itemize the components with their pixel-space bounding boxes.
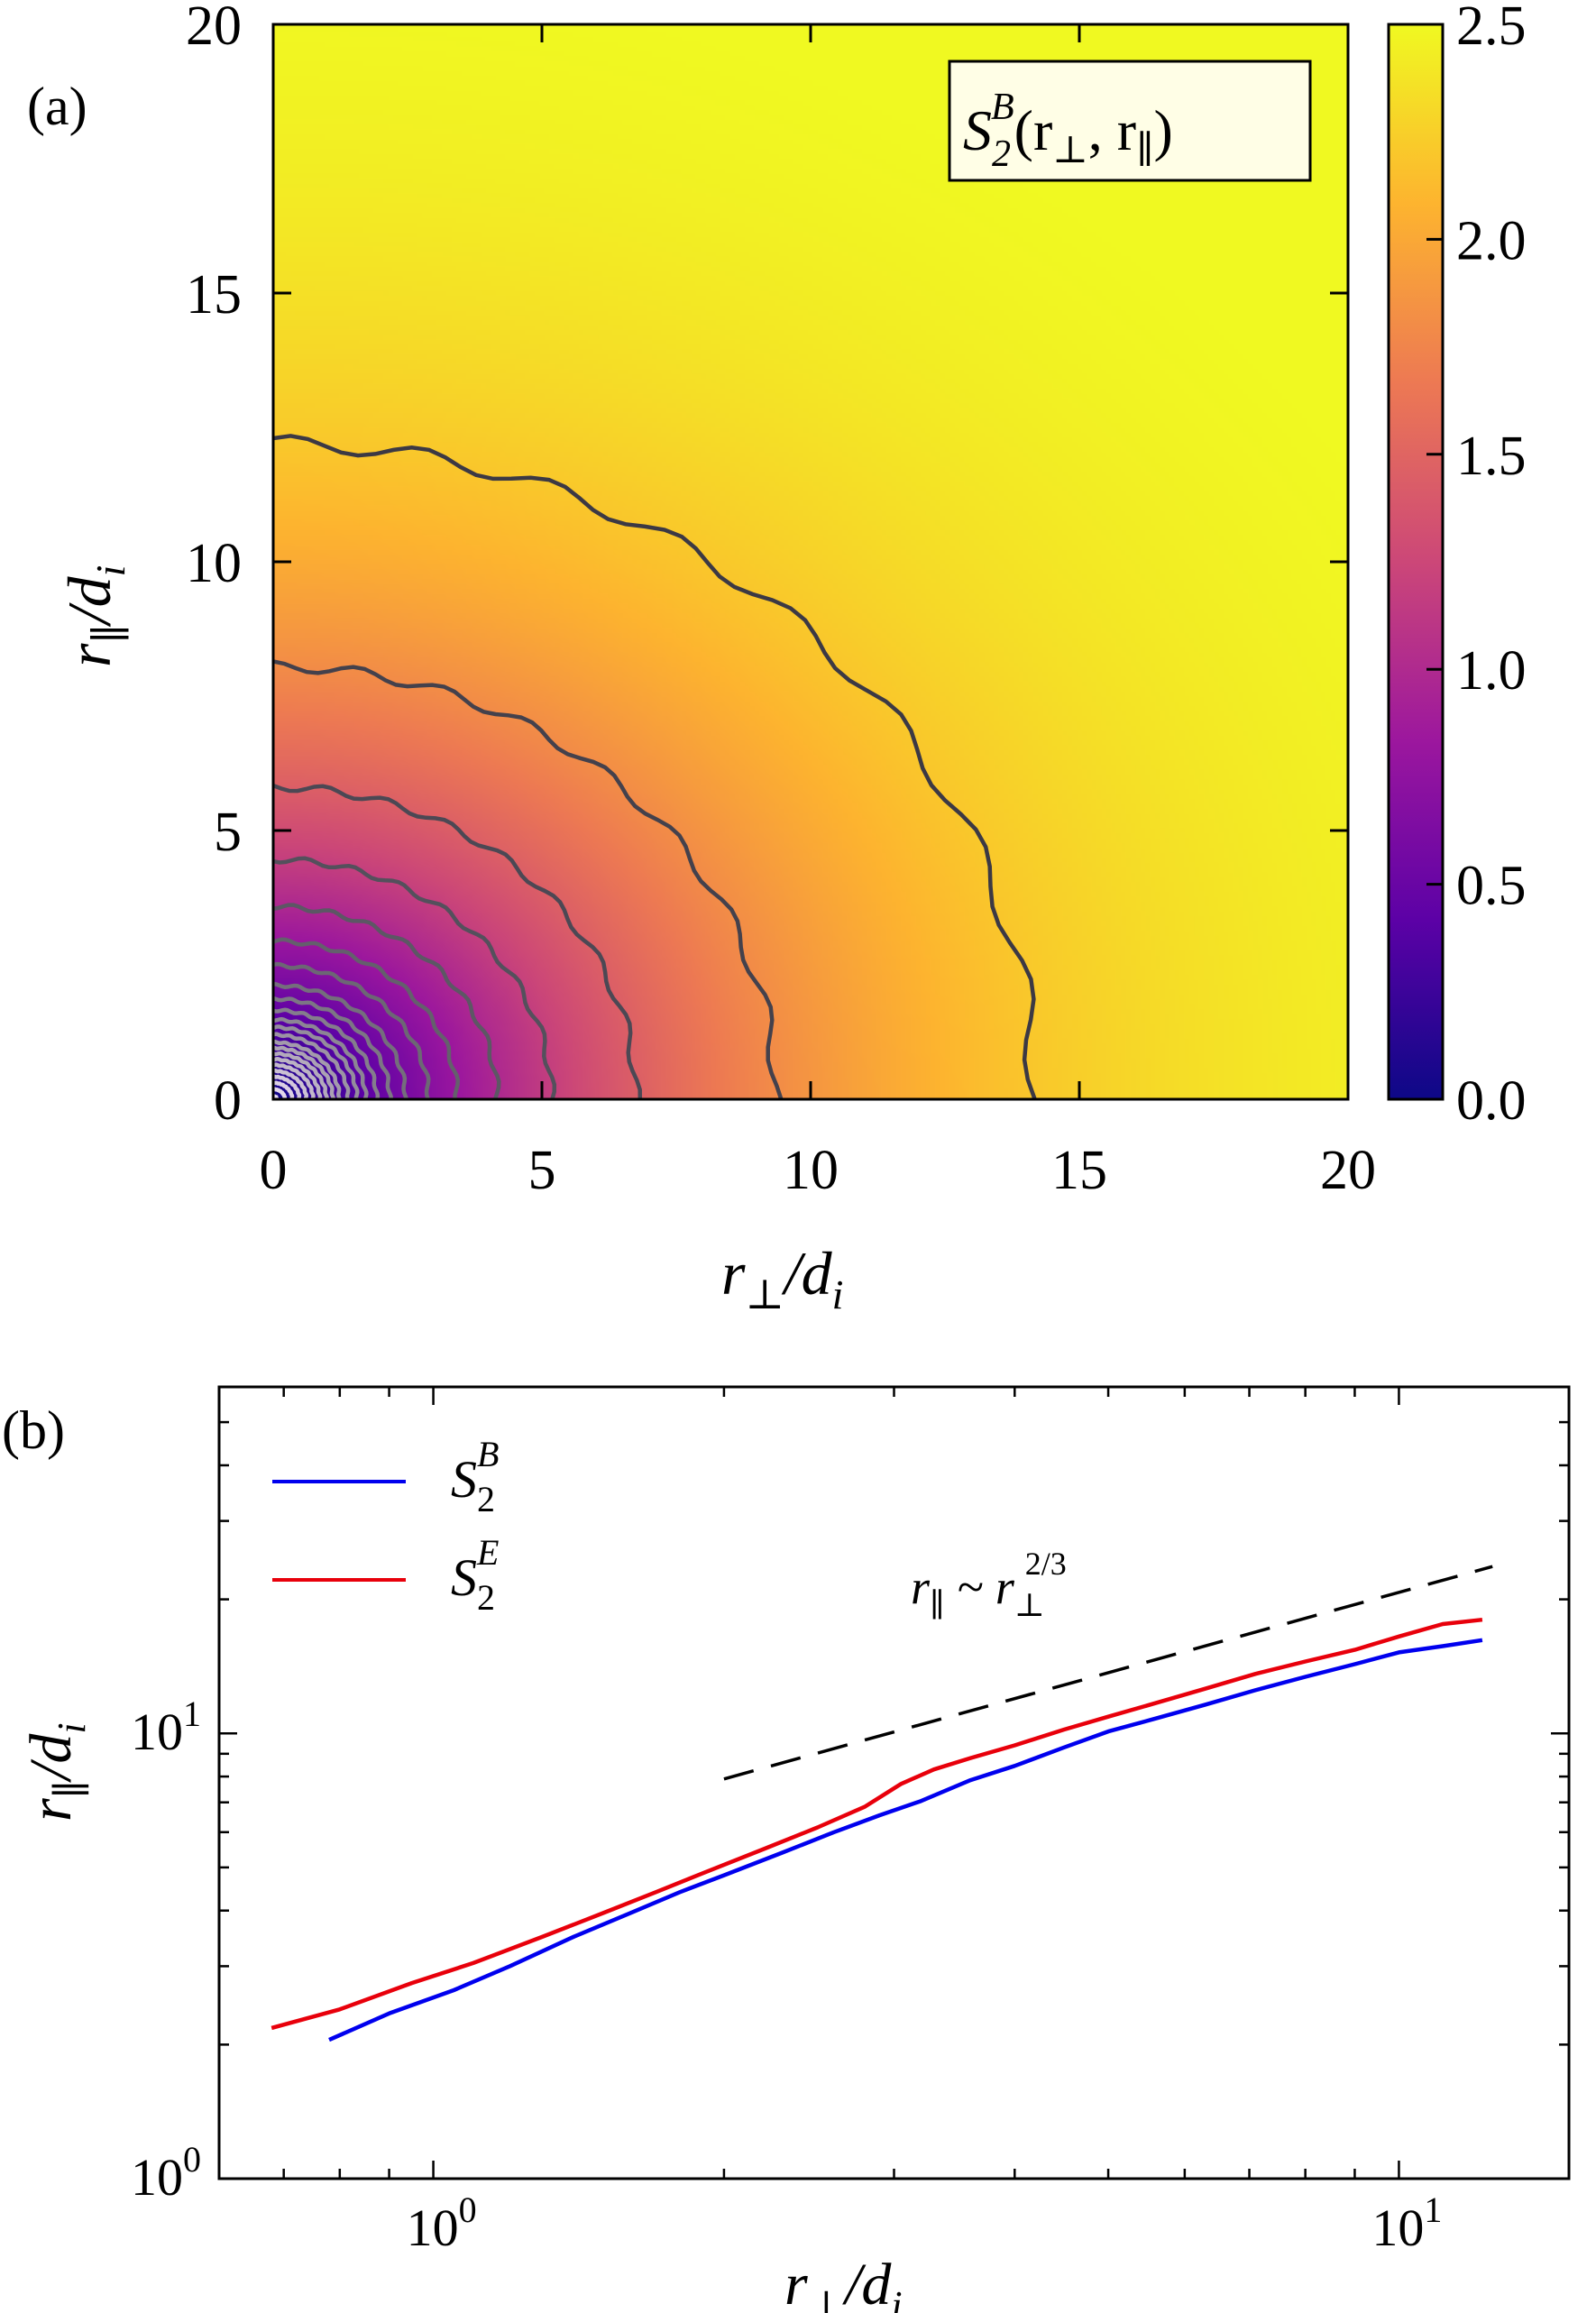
colorbar: 0.0 0.5 1.0 1.5 2.0 2.5 bbox=[1387, 0, 1527, 1132]
y-tick-label: 10 bbox=[186, 533, 242, 594]
contour-line bbox=[273, 1057, 323, 1099]
contour-line bbox=[273, 856, 557, 1099]
panel-b-axes-frame bbox=[217, 1385, 1571, 2180]
colorbar-ticks: 0.0 0.5 1.0 1.5 2.0 2.5 bbox=[1426, 0, 1527, 1132]
colorbar-tick-label: 0.0 bbox=[1456, 1070, 1527, 1132]
panel-a-ticks: 0 5 10 15 20 0 5 10 15 20 bbox=[186, 0, 1376, 1201]
contour-line bbox=[273, 903, 501, 1099]
contour-line bbox=[273, 1007, 381, 1099]
series-line-sb bbox=[328, 1638, 1483, 2042]
contour-line bbox=[273, 434, 1037, 1099]
contour-line bbox=[273, 937, 461, 1099]
panel-b: (b) 100 101 100 101 S2B S2E r∥ ~ r⊥2/3 r⊥/d… bbox=[2, 1385, 1571, 2313]
contour-line bbox=[273, 1024, 360, 1099]
y-tick-label: 5 bbox=[214, 802, 242, 863]
contour-line bbox=[273, 961, 431, 1099]
legend-label-sb: S2B bbox=[451, 1434, 499, 1519]
colorbar-tick-label: 2.5 bbox=[1456, 0, 1527, 57]
x-tick-label: 100 bbox=[407, 2189, 477, 2257]
panel-b-label: (b) bbox=[2, 1400, 65, 1460]
x-tick-label: 20 bbox=[1320, 1140, 1376, 1201]
y-tick-label: 0 bbox=[214, 1070, 242, 1132]
panel-a-label: (a) bbox=[27, 77, 87, 136]
contour-line bbox=[273, 1045, 336, 1099]
contour-line bbox=[273, 1068, 309, 1099]
contour-lines bbox=[273, 434, 1037, 1099]
contour-line bbox=[273, 981, 409, 1099]
x-tick-label: 15 bbox=[1051, 1140, 1107, 1201]
colorbar-tick-label: 2.0 bbox=[1456, 210, 1527, 271]
contour-line bbox=[273, 1087, 288, 1099]
y-tick-label: 100 bbox=[131, 2139, 201, 2207]
panel-b-ylabel: r∥/di bbox=[18, 1722, 94, 1822]
legend: S2B S2E bbox=[272, 1434, 499, 1618]
panel-a: (a) 0 5 10 15 20 0 5 10 15 20 S2B(r⊥, r∥) r⊥/di r… bbox=[27, 0, 1527, 1317]
legend-label-se: S2E bbox=[451, 1532, 499, 1618]
colorbar-tick-label: 1.5 bbox=[1456, 426, 1527, 487]
contour-line bbox=[273, 1016, 369, 1099]
contour-line bbox=[273, 659, 784, 1099]
x-tick-label: 0 bbox=[260, 1140, 288, 1201]
y-tick-label: 20 bbox=[186, 0, 242, 57]
reference-line-label: r∥ ~ r⊥2/3 bbox=[911, 1546, 1067, 1623]
contour-line bbox=[273, 1039, 342, 1099]
contour-line bbox=[273, 1062, 316, 1099]
annotation-box: S2B(r⊥, r∥) bbox=[948, 60, 1312, 182]
contour-line bbox=[273, 996, 394, 1099]
contour-line bbox=[273, 1051, 329, 1099]
annotation-text: S2B(r⊥, r∥) bbox=[963, 87, 1173, 175]
panel-b-xlabel: r⊥/di bbox=[784, 2252, 903, 2313]
colorbar-tick-label: 1.0 bbox=[1456, 640, 1527, 702]
panel-a-xlabel: r⊥/di bbox=[721, 1239, 843, 1317]
reference-line bbox=[723, 1565, 1493, 1781]
x-tick-label: 5 bbox=[528, 1140, 556, 1201]
heatmap-image bbox=[273, 24, 1348, 1099]
contour-line bbox=[273, 783, 643, 1099]
x-tick-label: 10 bbox=[783, 1140, 839, 1201]
contour-line bbox=[273, 1074, 302, 1099]
y-tick-label: 101 bbox=[131, 1693, 201, 1761]
y-tick-label: 15 bbox=[186, 264, 242, 326]
panel-b-ticks: 100 101 100 101 bbox=[131, 1385, 1569, 2257]
colorbar-gradient bbox=[1389, 24, 1443, 1099]
panel-b-series bbox=[271, 1565, 1493, 2042]
panel-a-ylabel: r∥/di bbox=[55, 565, 133, 667]
colorbar-tick-label: 0.5 bbox=[1456, 856, 1527, 917]
contour-line bbox=[273, 1080, 295, 1099]
x-tick-label: 101 bbox=[1371, 2189, 1442, 2257]
series-line-se bbox=[271, 1617, 1483, 2031]
contour-line bbox=[273, 1032, 351, 1099]
